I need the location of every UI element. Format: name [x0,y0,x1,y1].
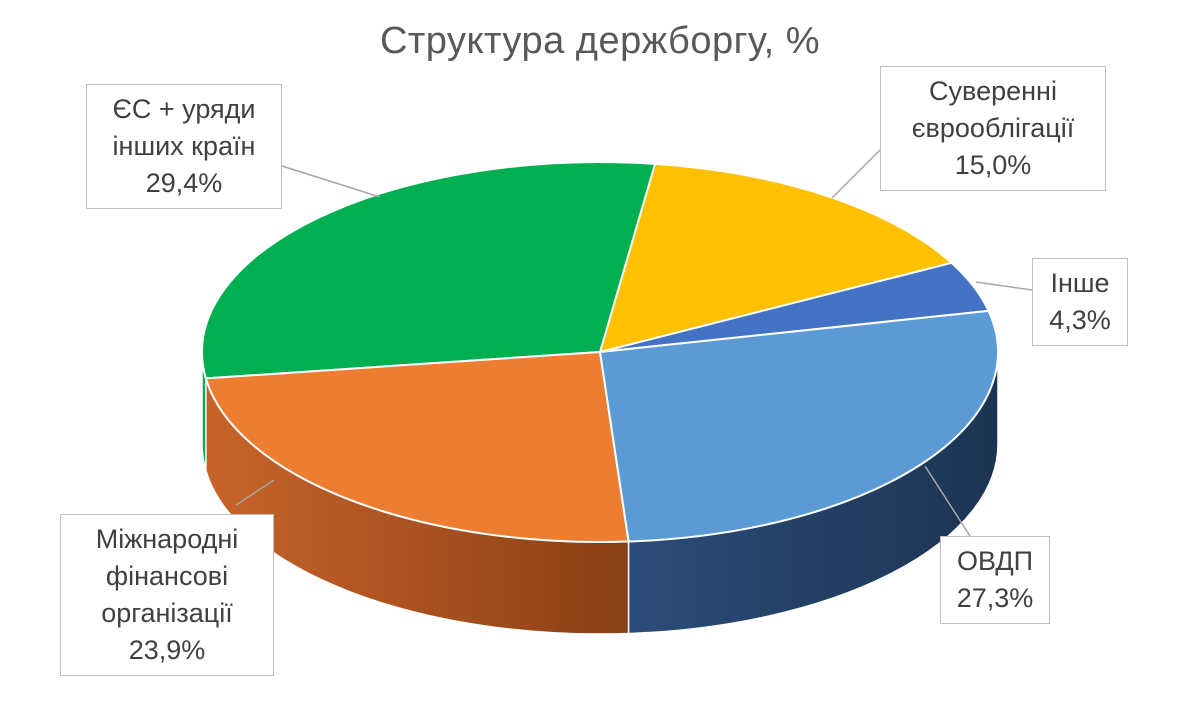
slice-value-label: 27,3% [956,583,1034,613]
slice-суверенні-єврооблігації-label: Суверенні єврооблігації 15,0% [880,66,1106,191]
slice-label-line: організації [101,598,233,628]
slice-label-line: Інше [1050,268,1110,298]
slice-суверенні-єврооблігації [599,162,953,353]
slice-value-label: 15,0% [954,150,1032,180]
slice-label-line: Міжнародні [95,524,239,554]
slice-єс-уряди-інших-країн-leader-line [281,165,381,198]
slice-міжнародні-фінансові-організації-leader-line [235,479,275,506]
slice-value-label: 29,4% [145,168,223,198]
slice-овдп [599,309,999,543]
slice-label-line: ОВДП [956,546,1034,576]
slice-овдп-leader-line [924,465,971,537]
slice-єс-уряди-інших-країн [201,161,657,380]
slice-інше-leader-line [975,281,1033,291]
slice-label-line: Суверенні [929,76,1057,106]
slice-єс-уряди-інших-країн-label: ЄС + уряди інших країн 29,4% [86,84,282,209]
slice-label-line: фінансові [105,561,229,591]
slice-label-line: єврооблігації [911,113,1075,143]
slice-label-line: інших країн [112,131,256,161]
slice-міжнародні-фінансові-організації [204,351,630,543]
slice-інше-label: Інше 4,3% [1032,258,1128,346]
slice-value-label: 4,3% [1049,305,1111,335]
slice-овдп-label: ОВДП 27,3% [940,536,1050,624]
slice-суверенні-єврооблігації-leader-line [831,149,881,199]
slice-міжнародні-фінансові-організації-label: Міжнародні фінансові організації 23,9% [60,514,274,676]
chart-title: Структура держборгу, % [379,20,821,62]
slice-label-line: ЄС + уряди [112,94,256,124]
slice-value-label: 23,9% [128,635,206,665]
